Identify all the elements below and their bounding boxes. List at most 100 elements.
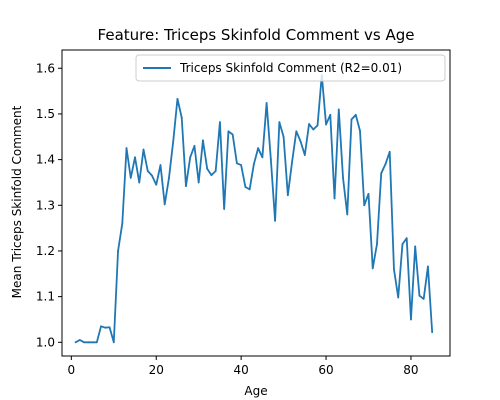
data-point xyxy=(185,185,187,188)
data-point xyxy=(363,204,366,207)
data-point xyxy=(295,130,298,133)
data-point xyxy=(142,148,145,151)
data-point xyxy=(214,170,217,172)
y-tick-label: 1.1 xyxy=(36,290,55,304)
data-point xyxy=(269,158,272,161)
data-point xyxy=(83,341,85,344)
data-point xyxy=(206,167,209,170)
data-point xyxy=(235,162,238,165)
data-point xyxy=(312,128,315,131)
data-point xyxy=(414,245,417,248)
data-point xyxy=(274,219,277,222)
chart-title: Feature: Triceps Skinfold Comment vs Age xyxy=(98,26,415,44)
data-point xyxy=(91,341,94,344)
data-point xyxy=(121,222,124,225)
y-tick-label: 1.3 xyxy=(36,198,55,212)
data-point xyxy=(223,208,226,210)
data-point xyxy=(146,170,149,172)
data-point xyxy=(261,156,264,159)
data-point xyxy=(299,140,302,143)
data-point xyxy=(138,181,141,184)
data-point xyxy=(248,188,251,191)
data-point xyxy=(393,268,395,271)
legend: Triceps Skinfold Comment (R2=0.01) xyxy=(135,54,446,82)
data-point xyxy=(112,341,115,344)
data-point xyxy=(155,183,158,186)
data-point xyxy=(78,339,81,341)
data-point xyxy=(74,341,77,344)
data-point xyxy=(350,118,353,121)
data-point xyxy=(384,163,387,166)
data-point xyxy=(257,147,260,150)
x-tick-label: 20 xyxy=(149,363,164,377)
y-tick-label: 1.0 xyxy=(36,335,55,349)
data-point xyxy=(95,341,98,344)
y-axis-label: Mean Triceps Skinfold Comment xyxy=(10,105,24,298)
data-point xyxy=(367,192,370,195)
data-point xyxy=(359,129,361,132)
x-tick-label: 40 xyxy=(234,363,249,377)
data-point xyxy=(418,294,421,297)
data-point xyxy=(129,176,132,179)
y-tick-label: 1.2 xyxy=(36,244,55,258)
data-point xyxy=(410,318,412,321)
legend-label: Triceps Skinfold Comment (R2=0.01) xyxy=(179,61,402,75)
data-point xyxy=(163,203,166,206)
data-point xyxy=(227,130,230,133)
data-point xyxy=(100,325,102,328)
data-point xyxy=(240,164,243,166)
data-point xyxy=(159,164,162,166)
data-point xyxy=(104,326,107,329)
data-point xyxy=(193,145,196,147)
y-tick-label: 1.4 xyxy=(36,153,55,167)
data-point xyxy=(325,123,327,126)
y-tick-label: 1.6 xyxy=(36,61,55,75)
data-point xyxy=(337,108,340,111)
data-point xyxy=(397,296,400,299)
data-point xyxy=(231,133,234,136)
data-point xyxy=(197,181,200,184)
plot-frame xyxy=(61,49,451,357)
data-point xyxy=(244,186,247,188)
data-point xyxy=(380,172,383,175)
data-point xyxy=(282,135,285,138)
data-point xyxy=(125,147,128,150)
data-point xyxy=(401,243,404,246)
data-point xyxy=(189,156,192,159)
data-point xyxy=(333,197,336,200)
y-tick-label: 1.5 xyxy=(36,107,55,121)
data-point xyxy=(422,298,425,300)
data-point xyxy=(180,116,183,119)
data-point xyxy=(303,154,306,156)
data-point xyxy=(371,267,374,270)
data-point xyxy=(108,326,111,329)
data-point xyxy=(252,163,255,166)
x-tick-label: 60 xyxy=(318,363,333,377)
data-point xyxy=(316,124,319,127)
data-point xyxy=(117,250,119,252)
data-point xyxy=(134,156,136,159)
data-point xyxy=(431,331,434,334)
data-point xyxy=(342,176,344,179)
data-point xyxy=(202,139,204,142)
data-point xyxy=(388,150,391,153)
data-point xyxy=(346,213,349,216)
data-point xyxy=(308,123,310,125)
data-point xyxy=(405,237,408,240)
data-point xyxy=(219,121,221,124)
data-point xyxy=(278,121,281,124)
data-point xyxy=(427,265,429,268)
data-point xyxy=(210,174,213,177)
data-point xyxy=(172,140,175,143)
x-tick-label: 0 xyxy=(68,363,76,377)
x-tick-label: 80 xyxy=(403,363,418,377)
y-axis: 1.0 1.1 1.2 1.3 1.4 1.5 1.6 xyxy=(36,61,62,349)
data-point xyxy=(329,113,332,116)
legend-box xyxy=(135,54,446,82)
x-axis-label: Age xyxy=(244,384,267,398)
data-point xyxy=(87,341,90,344)
data-point xyxy=(354,113,357,116)
data-point xyxy=(376,243,378,246)
data-point xyxy=(291,160,293,163)
